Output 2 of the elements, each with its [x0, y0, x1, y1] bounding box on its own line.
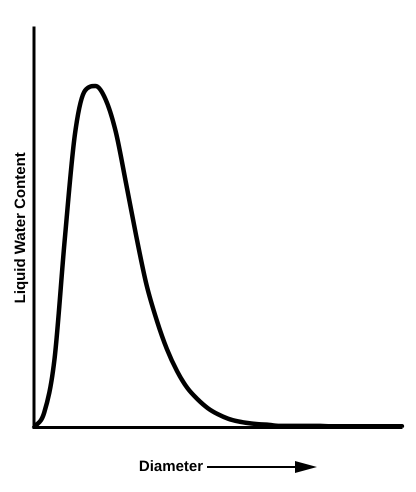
x-axis-title: Diameter: [138, 458, 204, 475]
y-axis-title: Liquid Water Content: [12, 152, 30, 304]
